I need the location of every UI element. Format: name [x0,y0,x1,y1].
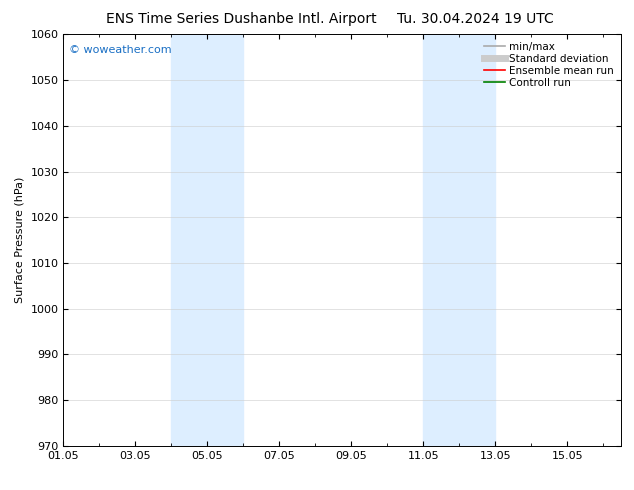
Text: ENS Time Series Dushanbe Intl. Airport: ENS Time Series Dushanbe Intl. Airport [106,12,376,26]
Bar [424,34,495,446]
Text: Tu. 30.04.2024 19 UTC: Tu. 30.04.2024 19 UTC [397,12,554,26]
Legend: min/max, Standard deviation, Ensemble mean run, Controll run: min/max, Standard deviation, Ensemble me… [482,40,616,90]
Text: © woweather.com: © woweather.com [69,45,172,54]
Y-axis label: Surface Pressure (hPa): Surface Pressure (hPa) [15,177,25,303]
Bar [171,34,243,446]
